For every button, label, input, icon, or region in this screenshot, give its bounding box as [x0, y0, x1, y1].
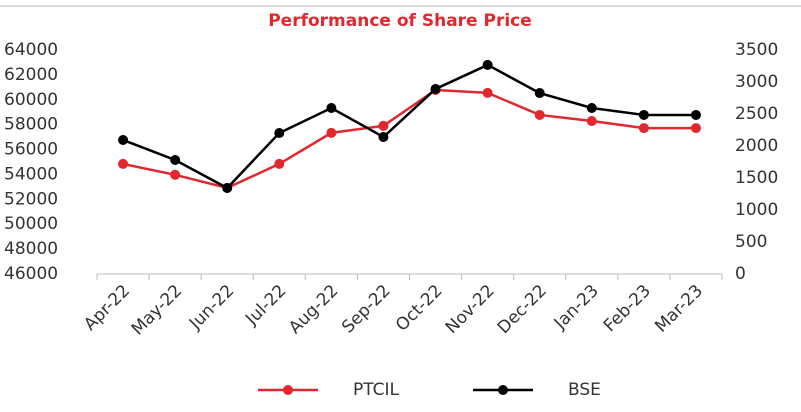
x-tick-label: Sep-22 [338, 281, 394, 337]
x-tick-label: Mar-23 [651, 281, 707, 337]
series-marker [638, 123, 649, 134]
series-marker [534, 109, 545, 120]
y2-tick-label: 3500 [735, 40, 778, 60]
x-tick-label: Oct-22 [392, 281, 447, 336]
series-marker [274, 128, 285, 139]
y2-tick-label: 2500 [735, 104, 778, 124]
series-marker [378, 120, 389, 131]
y2-tick-label: 1500 [735, 168, 778, 188]
x-tick-label: May-22 [128, 281, 186, 339]
x-tick-label: Nov-22 [442, 281, 499, 338]
series-marker [534, 88, 545, 99]
y2-tick-label: 500 [735, 232, 767, 252]
y-tick-label: 50000 [4, 214, 58, 234]
series-marker [430, 83, 441, 94]
y-tick-label: 52000 [4, 189, 58, 209]
legend-label: PTCIL [353, 380, 400, 400]
series-marker [118, 158, 129, 169]
y2-tick-label: 0 [735, 264, 746, 284]
x-tick-label: Aug-22 [285, 281, 342, 338]
x-tick-label: Jun-22 [185, 281, 238, 334]
series-marker [586, 116, 597, 127]
series-marker [118, 134, 129, 145]
y-tick-label: 58000 [4, 115, 58, 135]
legend-marker [498, 385, 508, 395]
chart-title: Performance of Share Price [268, 11, 532, 31]
y-tick-label: 56000 [4, 140, 58, 160]
x-tick-label: Dec-22 [494, 281, 551, 338]
series-marker [638, 109, 649, 120]
series-marker [274, 158, 285, 169]
y-tick-label: 60000 [4, 90, 58, 110]
series-marker [482, 87, 493, 98]
x-tick-label: Jul-22 [241, 281, 290, 330]
x-tick-label: Jan-23 [550, 281, 603, 334]
series-marker [378, 131, 389, 142]
legend-marker [283, 385, 293, 395]
series-marker [326, 127, 337, 138]
y2-tick-label: 2000 [735, 136, 778, 156]
y2-tick-label: 3000 [735, 72, 778, 92]
series-marker [690, 123, 701, 134]
series-marker [170, 169, 181, 180]
series-marker [482, 59, 493, 70]
series-marker [326, 102, 337, 113]
series-marker [586, 102, 597, 113]
y2-tick-label: 1000 [735, 200, 778, 220]
legend-label: BSE [568, 380, 601, 400]
y-tick-label: 46000 [4, 264, 58, 284]
x-tick-label: Feb-23 [600, 281, 655, 336]
y-tick-label: 62000 [4, 65, 58, 85]
x-tick-label: Apr-22 [80, 281, 134, 335]
series-marker [170, 155, 181, 166]
y-tick-label: 54000 [4, 164, 58, 184]
y-tick-label: 64000 [4, 40, 58, 60]
series-line [122, 88, 696, 190]
series-marker [690, 109, 701, 120]
series-marker [222, 183, 233, 194]
series-line [122, 63, 696, 190]
y-tick-label: 48000 [4, 239, 58, 259]
